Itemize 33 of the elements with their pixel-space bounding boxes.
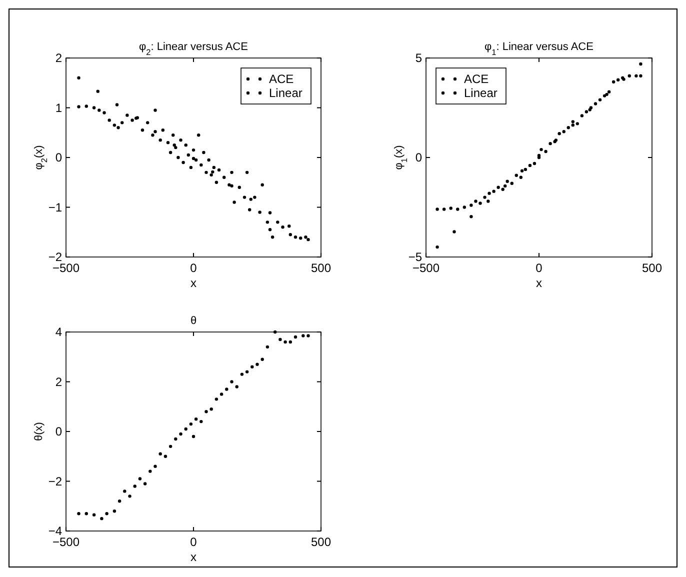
y-tick-label: 1 [55,100,62,115]
y-tick-label: 4 [55,325,62,339]
y-tick-label: 0 [55,150,62,164]
legend-label: Linear [269,86,302,100]
x-tick-label: −500 [52,261,80,275]
legend-label: ACE [464,72,489,86]
y-tick-label: −2 [48,250,62,264]
x-tick-label: −500 [412,261,440,275]
y-tick-label: 0 [415,150,422,164]
legend-label: Linear [464,86,498,100]
y-tick-label: −5 [408,250,422,264]
y-tick-label: 2 [55,51,62,65]
y-tick-label: 0 [55,424,62,438]
x-tick-label: 500 [310,535,332,549]
y-tick-label: 5 [415,51,422,65]
y-tick-label: −4 [48,524,62,538]
y-tick-label: −1 [48,200,62,214]
y-tick-label: −2 [48,474,62,488]
y-axis-title: θ(x) [33,422,45,441]
x-tick-label: 0 [536,261,543,275]
x-tick-label: 500 [310,261,332,275]
chart-title: φ$_{1}$: Linear versus ACE [484,41,594,56]
x-tick-label: 0 [190,261,198,275]
x-axis-title: x [536,276,542,290]
chart-title: θ [190,315,197,327]
chart-title: φ$_{2}$: Linear versus ACE [139,41,248,56]
x-axis-title: x [190,276,196,290]
x-tick-label: 500 [642,261,662,275]
x-axis-title: x [190,550,196,564]
legend-label: ACE [269,72,294,86]
y-tick-label: 2 [55,374,62,389]
x-tick-label: 0 [190,535,198,549]
x-tick-label: −500 [52,535,80,549]
